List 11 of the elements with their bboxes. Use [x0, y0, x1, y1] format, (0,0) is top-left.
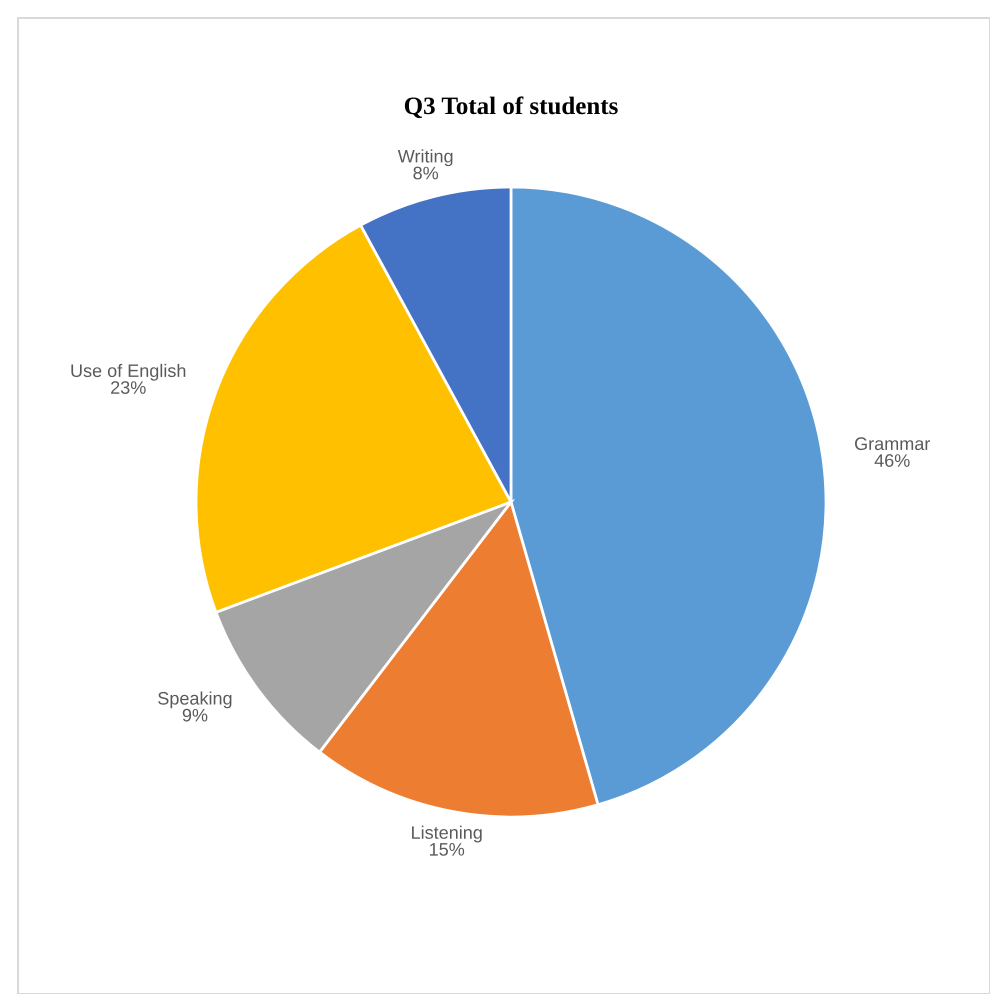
data-label: 23% [111, 381, 146, 394]
slice-label: Writing [398, 149, 452, 166]
data-label: 8% [413, 166, 438, 180]
slice-label: Listening [412, 826, 482, 842]
data-label: 46% [874, 454, 910, 467]
data-label: 9% [182, 708, 208, 722]
slice-label: Use of English [71, 364, 186, 381]
slice-label: Grammar [855, 437, 930, 450]
slice-label: Speaking [158, 691, 232, 708]
chart-title: Q3 Total of students [404, 96, 618, 118]
data-label: 15% [430, 843, 464, 856]
